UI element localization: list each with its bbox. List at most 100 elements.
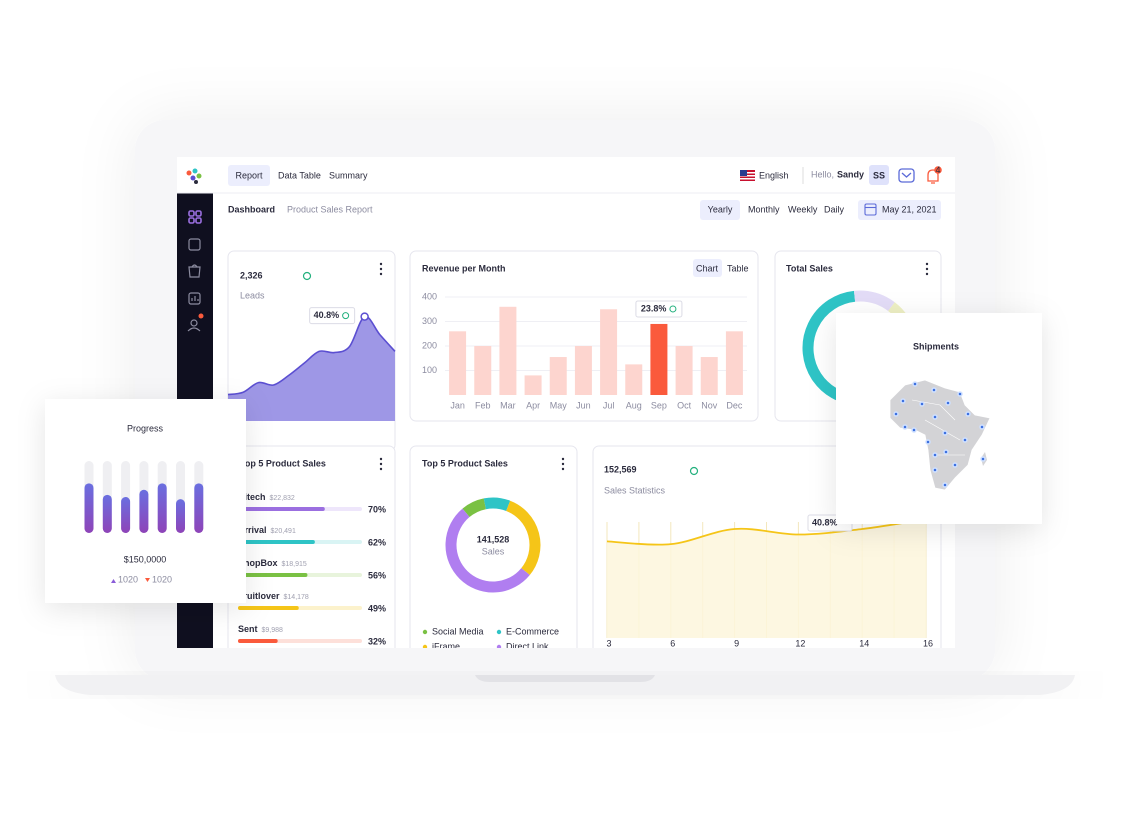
mail-icon[interactable]: [898, 168, 915, 183]
avatar-initials: SS: [873, 170, 885, 180]
y-tick-label: 200: [422, 340, 437, 350]
date[interactable]: May 21, 2021: [882, 204, 937, 214]
tooltip: [635, 300, 683, 318]
legend-dot: [496, 629, 502, 635]
product-row: Fruitlover $14,178: [238, 591, 309, 601]
legend-label: iFrame: [432, 641, 460, 651]
progress-bar: [139, 489, 149, 533]
tab-active[interactable]: [228, 165, 270, 186]
logo: [186, 168, 202, 184]
laptop-notch: [475, 675, 655, 682]
donut-segment: [483, 497, 511, 512]
x-tick-label: Oct: [677, 400, 692, 410]
y-tick-label: 100: [422, 365, 437, 375]
bar: [474, 346, 492, 395]
notification-dot: [198, 313, 204, 319]
x-tick-label: Jan: [450, 400, 465, 410]
up-icon: [302, 271, 312, 281]
product-amount: $22,832: [270, 495, 295, 502]
product-name: Arrival: [238, 525, 267, 535]
progress-bar: [157, 483, 167, 533]
progress-percent: 62%: [368, 537, 386, 547]
x-tick-label: 3: [606, 638, 611, 648]
card-title: Top 5 Product Sales: [422, 458, 508, 468]
nav-tab[interactable]: Summary: [329, 170, 368, 180]
progress-down: 1020: [152, 574, 172, 584]
progress-percent: 49%: [368, 603, 386, 613]
x-tick-label: 16: [923, 638, 933, 648]
view-active[interactable]: [693, 259, 722, 277]
bar: [574, 346, 592, 395]
view-toggle[interactable]: Table: [727, 263, 749, 273]
tooltip: [309, 307, 356, 325]
period-toggle[interactable]: Daily: [824, 204, 845, 214]
donut-segment: [445, 508, 530, 593]
product-row: Sent $9,988: [238, 624, 283, 634]
period-active[interactable]: [700, 200, 740, 220]
bag-icon[interactable]: [188, 264, 201, 278]
up-icon: [342, 312, 350, 320]
x-tick-label: May: [550, 400, 568, 410]
bar: [700, 357, 718, 395]
progress-percent: 56%: [368, 570, 386, 580]
sources-card: [409, 445, 578, 648]
progress-bar: [238, 606, 299, 610]
tooltip-label: 40.8%: [314, 310, 340, 320]
product-name: Hitech: [238, 492, 266, 502]
avatar[interactable]: [869, 165, 889, 185]
up-icon: [689, 466, 699, 476]
bar: [625, 364, 643, 395]
period-toggle[interactable]: Monthly: [748, 204, 780, 214]
calendar-icon: [864, 203, 877, 216]
x-tick-label: 14: [859, 638, 869, 648]
legend-dot: [422, 644, 428, 648]
greeting: Hello,: [811, 169, 834, 179]
shipments-card: Shipments: [836, 313, 1042, 524]
bell-icon[interactable]: [927, 169, 939, 184]
date-picker[interactable]: [858, 200, 941, 220]
statistics-area: [607, 519, 926, 638]
down-arrow: [145, 578, 150, 582]
legend-label: Social Media: [432, 626, 484, 636]
team-icon[interactable]: [190, 319, 198, 327]
progress-card: Progress $150,0000 1020 1020: [45, 399, 246, 603]
nav-tab[interactable]: Data Table: [278, 170, 321, 180]
card-title: Progress: [127, 423, 164, 433]
period-toggle[interactable]: Yearly: [708, 204, 733, 214]
x-tick-label: Mar: [500, 400, 516, 410]
x-tick-label: 12: [795, 638, 805, 648]
statistics-line: [606, 518, 927, 546]
x-tick-label: Jun: [576, 400, 591, 410]
card-title: Shipments: [913, 341, 959, 351]
leads-area: [228, 316, 395, 421]
product-amount: $20,491: [271, 528, 296, 535]
sources-label: Sales: [482, 546, 505, 556]
legend-dot: [496, 644, 502, 648]
nav-tab[interactable]: Report: [235, 170, 263, 180]
menu-dots[interactable]: [379, 262, 929, 471]
card-title: Revenue per Month: [422, 263, 506, 273]
x-tick-label: Jul: [603, 400, 615, 410]
up-icon: [669, 305, 677, 313]
product-amount: $18,915: [282, 561, 307, 568]
progress-bar: [238, 573, 308, 577]
tooltip-label: 40.8%: [812, 517, 838, 527]
user-name: Sandy: [837, 169, 864, 179]
y-tick-label: 300: [422, 316, 437, 326]
x-tick-label: 9: [734, 638, 739, 648]
page-title: Dashboard: [228, 204, 275, 214]
sidebar-icons: [187, 210, 202, 332]
donut-segment: [462, 498, 487, 518]
progress-up: 1020: [118, 574, 138, 584]
x-tick-label: Sep: [651, 400, 667, 410]
language[interactable]: English: [759, 170, 789, 180]
period-toggle[interactable]: Weekly: [788, 204, 818, 214]
chart-icon[interactable]: [188, 292, 201, 305]
shipment-points: [893, 381, 986, 488]
bar: [725, 331, 743, 395]
bar: [524, 375, 542, 395]
view-toggle[interactable]: Chart: [696, 263, 719, 273]
flag-icon: [740, 170, 755, 181]
sources-total: 141,528: [477, 534, 510, 544]
calendar-icon[interactable]: [188, 238, 201, 251]
